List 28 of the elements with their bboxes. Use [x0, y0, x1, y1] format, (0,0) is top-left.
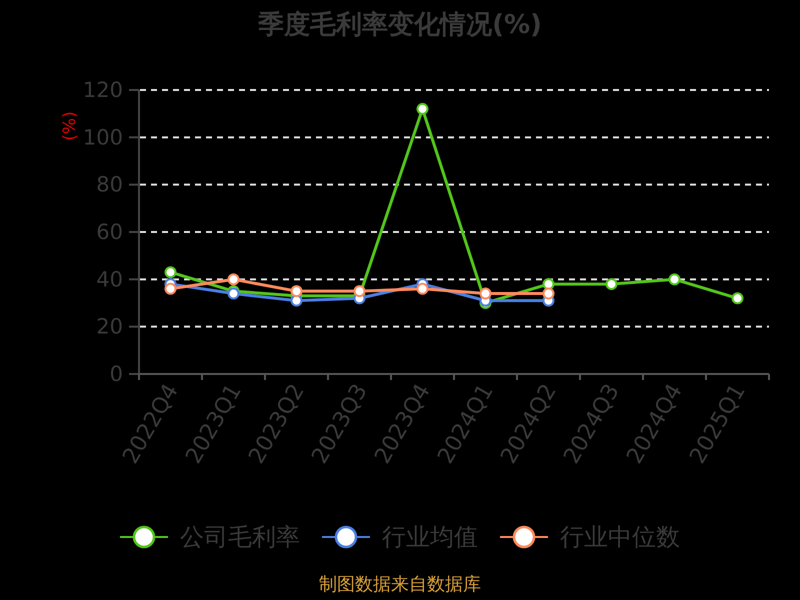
- legend-label: 公司毛利率: [180, 523, 300, 551]
- y-tick-label: 100: [82, 125, 123, 150]
- point: [606, 278, 618, 290]
- point: [668, 273, 680, 286]
- point: [480, 288, 492, 300]
- point: [164, 282, 176, 295]
- point: [228, 288, 240, 300]
- y-tick-label: 20: [96, 314, 123, 339]
- point: [542, 278, 554, 290]
- point: [164, 266, 176, 278]
- y-tick-label: 0: [110, 362, 123, 386]
- point: [732, 292, 744, 304]
- point: [542, 288, 554, 300]
- point: [416, 102, 428, 115]
- y-axis-title: (%): [60, 111, 80, 141]
- y-tick-label: 80: [96, 172, 123, 197]
- y-tick-label: 120: [82, 78, 123, 102]
- point: [290, 285, 302, 298]
- chart-title: 季度毛利率变化情况(%): [257, 10, 542, 40]
- point: [290, 294, 302, 307]
- point: [354, 285, 366, 298]
- y-tick-label: 60: [96, 220, 123, 244]
- point: [416, 282, 428, 295]
- text: 制图数据来自数据库: [319, 574, 481, 595]
- y-tick-label: 40: [96, 267, 123, 292]
- legend-label: 行业中位数: [560, 523, 680, 551]
- legend-label: 行业均值: [382, 523, 478, 551]
- point: [228, 273, 240, 286]
